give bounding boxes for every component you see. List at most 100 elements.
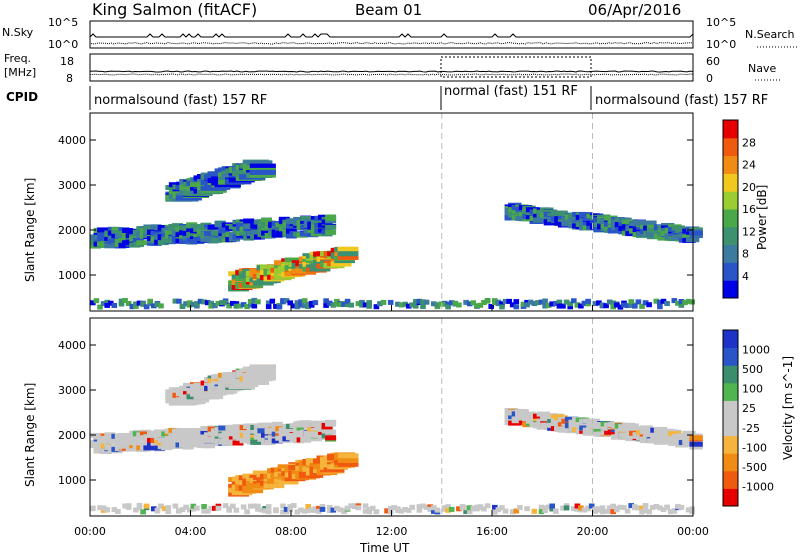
echo-cell (578, 303, 584, 309)
echo-cell (481, 506, 487, 512)
echo-cell (646, 509, 652, 515)
x-tick-label: 04:00 (175, 525, 207, 538)
echo-cell (314, 220, 326, 226)
echo-cell (204, 300, 211, 306)
echo-cell (366, 303, 372, 309)
echo-cell (305, 504, 311, 509)
echo-cell (499, 304, 505, 310)
echo-cell (136, 240, 148, 246)
echo-cell (603, 508, 609, 514)
echo-cell (643, 220, 657, 226)
echo-cell (610, 503, 616, 509)
echo-cell (298, 299, 304, 305)
echo-cell (348, 302, 354, 308)
echo-cell (588, 503, 595, 509)
echo-cell (459, 504, 466, 510)
echo-cell (239, 230, 251, 236)
echo-cell (481, 300, 487, 305)
echo-cell (90, 506, 96, 512)
time-axis: 00:00 04:00 08:00 12:00 16:00 20:00 00:00 (74, 305, 709, 538)
echo-cell (190, 506, 197, 512)
echo-cell (409, 504, 415, 510)
echo-cell (678, 299, 685, 304)
echo-cell (373, 509, 380, 515)
echo-region (504, 202, 703, 243)
echo-cell (326, 508, 333, 513)
echo-cell (395, 301, 401, 307)
echo-cell (682, 430, 696, 436)
x-tick-label: 00:00 (74, 525, 106, 538)
echo-cell (240, 504, 247, 510)
cpid-row: CPID normalsound (fast) 157 RF normal (f… (6, 84, 768, 110)
echo-cell (682, 300, 688, 306)
echo-cell (359, 302, 365, 308)
colorbar-swatch (723, 262, 738, 281)
echo-cell (300, 421, 312, 427)
echo-cell (243, 218, 255, 224)
echo-cell (319, 504, 326, 509)
echo-cell (179, 239, 191, 244)
echo-cell (511, 418, 526, 424)
echo-cell (553, 508, 559, 514)
echo-cell (524, 506, 530, 512)
echo-cell (416, 507, 423, 513)
echo-region (90, 419, 337, 454)
echo-cell (610, 509, 616, 515)
echo-cell (635, 505, 642, 511)
echo-cell (398, 302, 405, 308)
echo-cell (310, 436, 322, 442)
echo-cell (323, 302, 329, 308)
echo-cell (344, 505, 351, 511)
echo-cell (560, 303, 566, 309)
echo-cell (211, 237, 223, 243)
echo-cell (513, 508, 520, 514)
echo-cell (373, 304, 380, 310)
echo-cell (639, 438, 654, 444)
echo-cell (653, 426, 668, 432)
echo-cell (276, 304, 283, 310)
echo-cell (499, 505, 505, 511)
echo-cell (164, 230, 176, 236)
echo-cell (154, 429, 166, 435)
echo-cell (398, 508, 405, 514)
echo-cell (244, 304, 250, 310)
echo-cell (632, 303, 638, 309)
freq-label-line2: [MHz] (4, 66, 36, 79)
echo-cell (337, 453, 359, 459)
echo-cell (423, 504, 430, 510)
echo-cell (154, 508, 161, 514)
echo-cell (438, 301, 444, 307)
echo-cell (237, 303, 243, 309)
echo-cell (495, 507, 502, 513)
echo-cell (667, 509, 674, 515)
power-colorbar: 4 8 12 16 20 24 28 Power [dB] (722, 119, 769, 299)
echo-cell (179, 507, 186, 513)
echo-cell (466, 509, 473, 515)
echo-cell (542, 298, 548, 304)
echo-cell (387, 299, 394, 305)
x-tick-label: 12:00 (376, 525, 408, 538)
echo-cell (161, 506, 168, 512)
freq-trace (89, 70, 694, 73)
echo-region (90, 297, 695, 310)
power-colorbar-label: Power [dB] (755, 185, 769, 250)
echo-cell (359, 299, 365, 305)
nsearch-trace (89, 42, 694, 45)
echo-cell (104, 243, 116, 249)
echo-cell (226, 303, 232, 309)
echo-cell (282, 427, 294, 433)
echo-cell (337, 302, 344, 308)
echo-cell (420, 304, 426, 309)
echo-cell (628, 299, 634, 305)
echo-cell (413, 303, 419, 309)
echo-cell (621, 302, 627, 308)
echo-cell (323, 467, 345, 473)
echo-cell (111, 507, 118, 513)
echo-cell (366, 300, 372, 306)
echo-region (165, 159, 276, 202)
echo-region (90, 214, 337, 249)
colorbar-tick-label: 4 (742, 270, 749, 283)
echo-cell (280, 503, 286, 509)
echo-cell (593, 428, 607, 434)
echo-cell (582, 216, 597, 222)
